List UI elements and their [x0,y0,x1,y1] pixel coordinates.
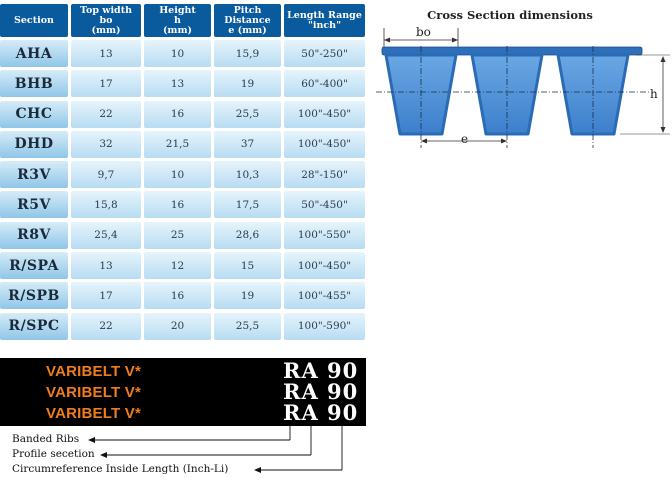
cell-length-range: 100"-450" [284,252,365,280]
cell-top-width: 32 [71,130,141,158]
product-name: VARIBELT V* [46,405,141,422]
table-row: R/SPB 17 16 19 100"-455" [0,282,368,310]
cell-pitch-distance: 37 [214,130,281,158]
cell-length-range: 100"-455" [284,282,365,310]
cell-top-width: 15,8 [71,191,141,219]
table-row: R3V 9,7 10 10,3 28"-150" [0,161,368,189]
cell-top-width: 25,4 [71,221,141,249]
cell-section: AHA [0,40,68,67]
cell-height: 10 [144,161,211,189]
cell-pitch-distance: 19 [214,282,281,310]
table-row: R8V 25,4 25 28,6 100"-550" [0,221,368,249]
legend-profile-section: Profile secetion [12,448,95,460]
table-row: DHD 32 21,5 37 100"-450" [0,130,368,158]
cross-section-diagram: bo h e [376,25,670,148]
banded-ribs-arrowhead [88,437,95,443]
cell-top-width: 13 [71,252,141,280]
cell-pitch-distance: 25,5 [214,100,281,128]
h-arrow-top [660,56,666,62]
varibelt-code-panel: VARIBELT V* RA 90 VARIBELT V* RA 90 VARI… [0,358,366,426]
cell-top-width: 17 [71,282,141,310]
cell-top-width: 22 [71,312,141,340]
header-top-width: Top width bo (mm) [71,4,141,37]
e-label: e [461,132,468,146]
table-row: CHC 22 16 25,5 100"-450" [0,100,368,128]
code-line: VARIBELT V* RA 90 [0,358,366,384]
header-height: Height h (mm) [144,4,211,37]
product-code: RA 90 [283,400,359,425]
cell-pitch-distance: 15,9 [214,40,281,67]
table-row: R/SPC 22 20 25,5 100"-590" [0,312,368,340]
cell-height: 21,5 [144,130,211,158]
cell-top-width: 9,7 [71,161,141,189]
h-arrow-bottom [660,127,666,133]
product-code: RA 90 [283,379,359,404]
cell-length-range: 28"-150" [284,161,365,189]
product-name: VARIBELT V* [46,384,141,401]
cell-height: 16 [144,282,211,310]
legend-circumference: Circumreference Inside Length (Inch-Li) [12,463,229,475]
bo-arrow-right [452,37,458,43]
legend-banded-ribs: Banded Ribs [12,433,80,445]
h-label: h [650,87,658,101]
header-section: Section [0,4,68,37]
cell-section: R/SPC [0,312,68,340]
cell-top-width: 17 [71,70,141,98]
cell-pitch-distance: 19 [214,70,281,98]
code-line: VARIBELT V* RA 90 [0,379,366,405]
cell-top-width: 13 [71,40,141,67]
cell-section: R/SPB [0,282,68,310]
table-body: AHA 13 10 15,9 50"-250" BHB 17 13 19 60"-400" CHC 2… [0,40,368,340]
cell-height: 25 [144,221,211,249]
cell-section: DHD [0,130,68,158]
cell-section: CHC [0,100,68,128]
header-length-range: Length Range "inch" [284,4,365,37]
cell-pitch-distance: 15 [214,252,281,280]
cell-length-range: 100"-550" [284,221,365,249]
product-code: RA 90 [283,358,359,383]
cross-section-title: Cross Section dimensions [427,8,593,22]
cell-pitch-distance: 25,5 [214,312,281,340]
cell-section: R8V [0,221,68,249]
table-row: R/SPA 13 12 15 100"-450" [0,252,368,280]
cell-length-range: 100"-450" [284,130,365,158]
cell-length-range: 60"-400" [284,70,365,98]
cell-height: 13 [144,70,211,98]
e-arrow-right [501,138,507,144]
circumference-arrowhead [254,467,261,473]
table-row: AHA 13 10 15,9 50"-250" [0,40,368,67]
cell-length-range: 50"-250" [284,40,365,67]
cell-height: 16 [144,191,211,219]
cell-length-range: 50"-450" [284,191,365,219]
cell-height: 12 [144,252,211,280]
cell-pitch-distance: 28,6 [214,221,281,249]
cell-height: 20 [144,312,211,340]
e-arrow-left [421,138,427,144]
code-line: VARIBELT V* RA 90 [0,400,366,426]
cell-section: R3V [0,161,68,189]
cell-top-width: 22 [71,100,141,128]
bo-label: bo [416,25,431,39]
cell-pitch-distance: 17,5 [214,191,281,219]
profile-section-arrowhead [100,452,107,458]
cell-section: BHB [0,70,68,98]
belt-spec-table: Section Top width bo (mm) Height h (mm) … [0,4,368,343]
cell-pitch-distance: 10,3 [214,161,281,189]
product-name: VARIBELT V* [46,363,141,380]
table-row: BHB 17 13 19 60"-400" [0,70,368,98]
cell-height: 16 [144,100,211,128]
cell-length-range: 100"-450" [284,100,365,128]
cell-length-range: 100"-590" [284,312,365,340]
header-pitch-distance: Pitch Distance e (mm) [214,4,281,37]
cell-section: R5V [0,191,68,219]
bo-arrow-left [384,37,390,43]
cell-height: 10 [144,40,211,67]
cell-section: R/SPA [0,252,68,280]
table-row: R5V 15,8 16 17,5 50"-450" [0,191,368,219]
code-legend-arrows [88,426,343,473]
table-header-row: Section Top width bo (mm) Height h (mm) … [0,4,368,37]
